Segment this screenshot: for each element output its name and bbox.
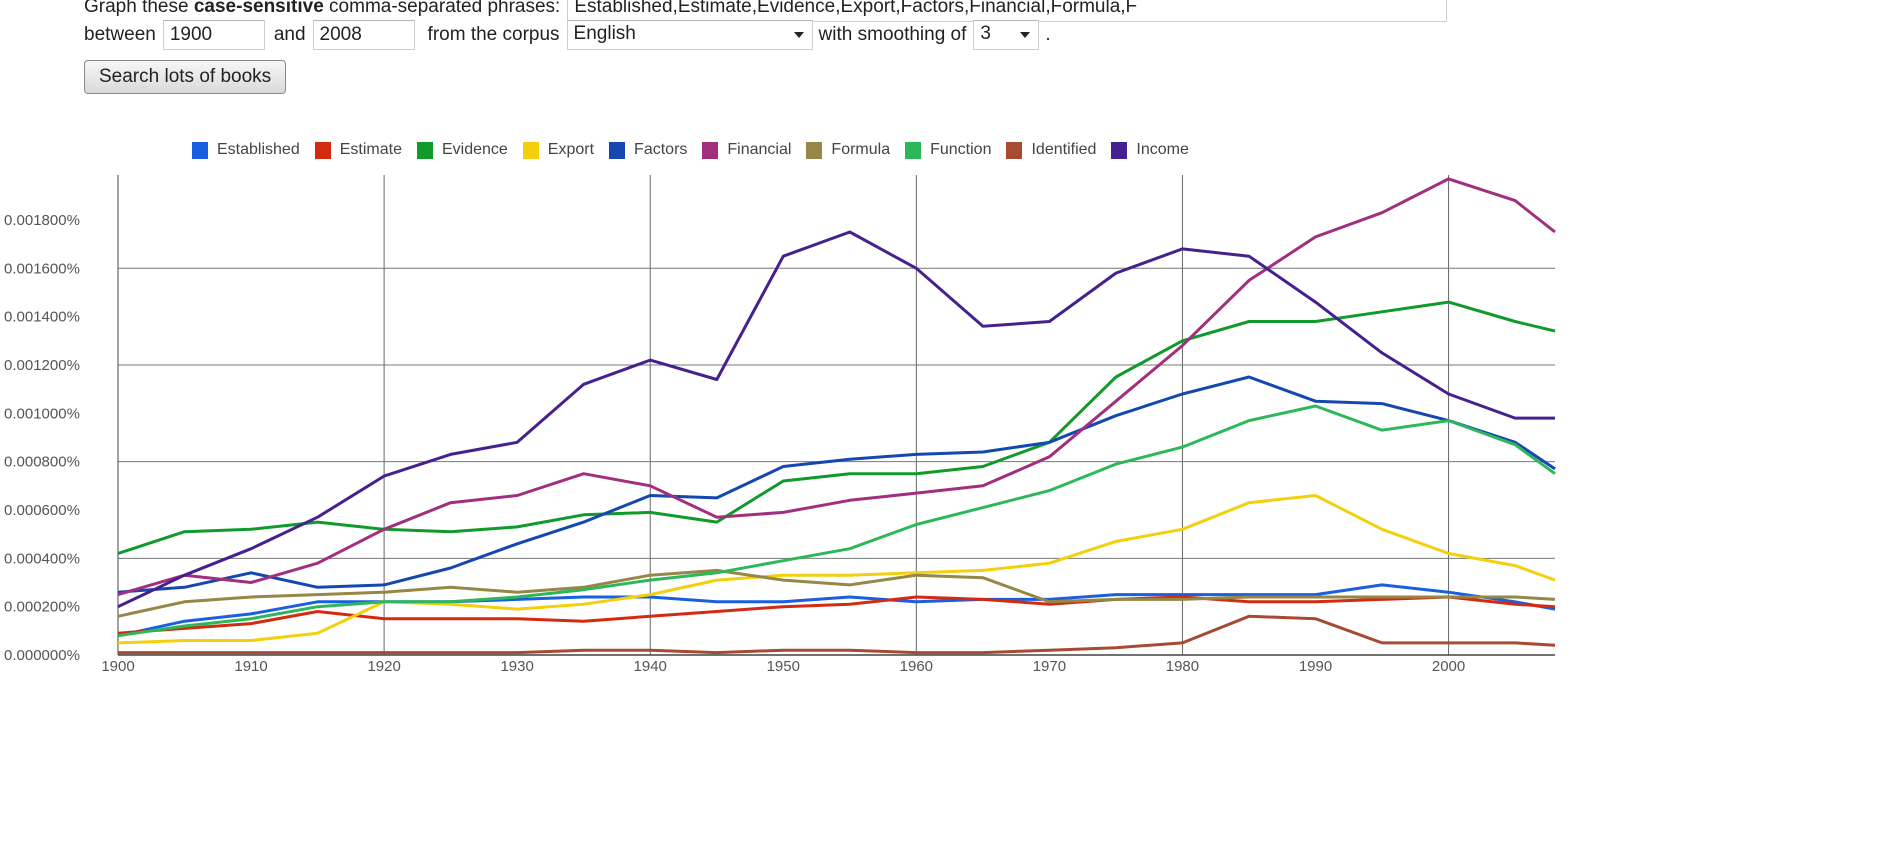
x-tick-label: 1910 <box>234 658 267 675</box>
legend-item-factors: Factors <box>609 141 687 159</box>
series-line-factors <box>117 375 1556 594</box>
intro-text: Graph these case-sensitive comma-separat… <box>84 0 561 17</box>
y-tick-label: 0.001400% <box>4 309 80 326</box>
y-tick-label: 0.000000% <box>4 647 80 664</box>
range-row: between and from the corpus English with… <box>84 20 1051 50</box>
x-tick-label: 1970 <box>1033 658 1066 675</box>
legend-item-formula: Formula <box>806 141 890 159</box>
series-line-financial <box>117 177 1556 597</box>
legend-label: Export <box>547 141 595 158</box>
series-line-formula <box>117 568 1556 618</box>
legend-item-evidence: Evidence <box>416 141 508 159</box>
legend-label: Evidence <box>441 141 508 158</box>
legend-label: Function <box>930 141 992 158</box>
legend-item-identified: Identified <box>1006 141 1096 159</box>
series-line-identified <box>118 614 1556 655</box>
legend-swatch-icon <box>1006 141 1023 159</box>
y-tick-label: 0.001800% <box>4 212 80 229</box>
legend-label: Identified <box>1031 141 1097 158</box>
legend-swatch-icon <box>1111 141 1128 159</box>
y-tick-label: 0.000800% <box>4 454 80 471</box>
legend-swatch-icon <box>905 141 922 159</box>
x-tick-label: 1980 <box>1166 658 1199 675</box>
legend-swatch-icon <box>314 141 331 159</box>
series-line-export <box>117 494 1556 645</box>
button-row: Search lots of books <box>84 60 287 94</box>
x-tick-label: 1920 <box>367 658 400 675</box>
chart-legend: Established Estimate Evidence Export Factors… <box>192 141 1204 159</box>
y-tick-label: 0.001200% <box>4 357 80 374</box>
x-tick-label: 1950 <box>767 658 800 675</box>
period: . <box>1045 24 1051 45</box>
legend-item-estimate: Estimate <box>314 141 402 159</box>
legend-swatch-icon <box>806 141 823 159</box>
legend-item-function: Function <box>905 141 991 159</box>
legend-swatch-icon <box>416 141 433 159</box>
legend-swatch-icon <box>702 141 719 159</box>
x-tick-label: 2000 <box>1432 658 1465 675</box>
legend-swatch-icon <box>192 141 208 159</box>
legend-swatch-icon <box>522 141 539 159</box>
legend-label: Formula <box>831 141 891 158</box>
smoothing-value: 3 <box>980 23 991 44</box>
legend-swatch-icon <box>609 141 626 159</box>
chevron-down-icon <box>793 32 804 38</box>
x-tick-label: 1900 <box>101 658 134 675</box>
corpus-label: from the corpus <box>427 24 560 45</box>
y-tick-label: 0.000600% <box>4 502 80 519</box>
corpus-value: English <box>573 23 636 44</box>
legend-item-financial: Financial <box>702 141 791 159</box>
legend-item-established: Established <box>192 141 300 159</box>
legend-label: Estimate <box>339 141 402 158</box>
legend-label: Established <box>217 141 300 158</box>
legend-label: Income <box>1136 141 1189 158</box>
x-tick-label: 1930 <box>500 658 533 675</box>
x-tick-label: 1940 <box>634 658 667 675</box>
phrases-input[interactable] <box>567 0 1448 22</box>
legend-item-income: Income <box>1111 141 1189 159</box>
series-line-income <box>117 230 1555 609</box>
end-year-input[interactable] <box>312 20 415 50</box>
search-button[interactable]: Search lots of books <box>84 60 287 94</box>
series-line-estimate <box>117 595 1556 635</box>
start-year-input[interactable] <box>162 20 265 50</box>
x-tick-label: 1990 <box>1299 658 1332 675</box>
y-tick-label: 0.001600% <box>4 260 80 277</box>
legend-label: Factors <box>634 141 688 158</box>
smoothing-select[interactable]: 3 <box>973 20 1040 50</box>
y-tick-label: 0.000200% <box>4 599 80 616</box>
and-label: and <box>273 24 306 45</box>
series-line-function <box>117 404 1556 638</box>
legend-item-export: Export <box>522 141 595 159</box>
corpus-select[interactable]: English <box>566 20 813 50</box>
smoothing-label: with smoothing of <box>818 24 967 45</box>
legend-label: Financial <box>727 141 792 158</box>
between-label: between <box>84 24 156 45</box>
phrases-row: Graph these case-sensitive comma-separat… <box>84 0 1456 22</box>
chevron-down-icon <box>1020 32 1031 38</box>
x-tick-label: 1960 <box>900 658 933 675</box>
y-tick-label: 0.000400% <box>4 550 80 567</box>
series-line-established <box>117 583 1556 638</box>
y-tick-label: 0.001000% <box>4 405 80 422</box>
series-line-evidence <box>117 300 1556 555</box>
